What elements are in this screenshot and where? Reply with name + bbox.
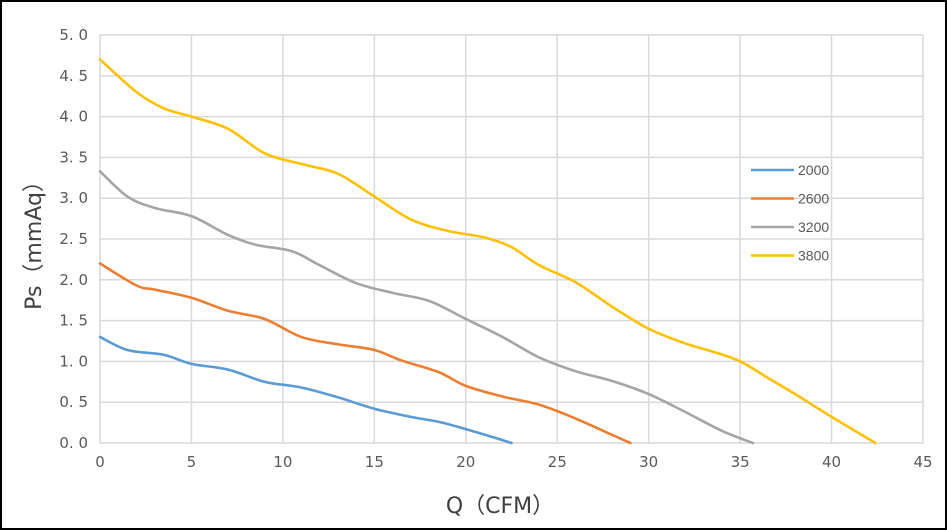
series-line-2000 — [98, 335, 513, 445]
x-tick-label: 0 — [95, 453, 105, 471]
y-tick-label: 1. 5 — [59, 312, 88, 330]
x-tick-label: 15 — [365, 453, 384, 471]
x-tick-label: 45 — [913, 453, 932, 471]
y-tick-label: 2. 0 — [59, 271, 88, 289]
y-tick-label: 5. 0 — [59, 26, 88, 44]
y-tick-label: 0. 5 — [59, 393, 88, 411]
y-tick-label: 4. 5 — [59, 67, 88, 85]
y-tick-label: 4. 0 — [59, 108, 88, 126]
x-tick-label: 25 — [548, 453, 567, 471]
series-line-2600 — [98, 262, 632, 445]
y-tick-label: 3. 5 — [59, 148, 88, 166]
y-tick-label: 2. 5 — [59, 230, 88, 248]
x-tick-label: 10 — [273, 453, 292, 471]
y-tick-label: 1. 0 — [59, 352, 88, 370]
x-tick-label: 35 — [731, 453, 750, 471]
y-tick-label: 0. 0 — [59, 434, 88, 452]
y-tick-labels: 0. 0 0. 5 1. 0 1. 5 2. 0 2. 5 3. 0 3. 5 4. 0 4. 5… — [59, 26, 88, 452]
series-line-3800 — [98, 58, 877, 445]
legend-label: 3800 — [798, 248, 829, 264]
x-tick-label: 5 — [187, 453, 197, 471]
y-tick-label: 3. 0 — [59, 189, 88, 207]
x-tick-label: 20 — [456, 453, 475, 471]
legend-label: 3200 — [798, 219, 829, 235]
legend-label: 2600 — [798, 191, 829, 207]
series-lines — [98, 58, 877, 445]
legend-label: 2000 — [798, 162, 829, 178]
x-tick-label: 40 — [822, 453, 841, 471]
y-axis-title: Ps（mmAq） — [22, 170, 47, 310]
legend: 2000 2600 3200 3800 — [751, 162, 829, 264]
series-line-3200 — [98, 169, 755, 445]
x-tick-labels: 0 5 10 15 20 25 30 35 40 45 — [95, 453, 932, 471]
x-axis-title: Q（CFM） — [446, 494, 554, 519]
gridlines — [99, 34, 924, 444]
x-tick-label: 30 — [639, 453, 658, 471]
